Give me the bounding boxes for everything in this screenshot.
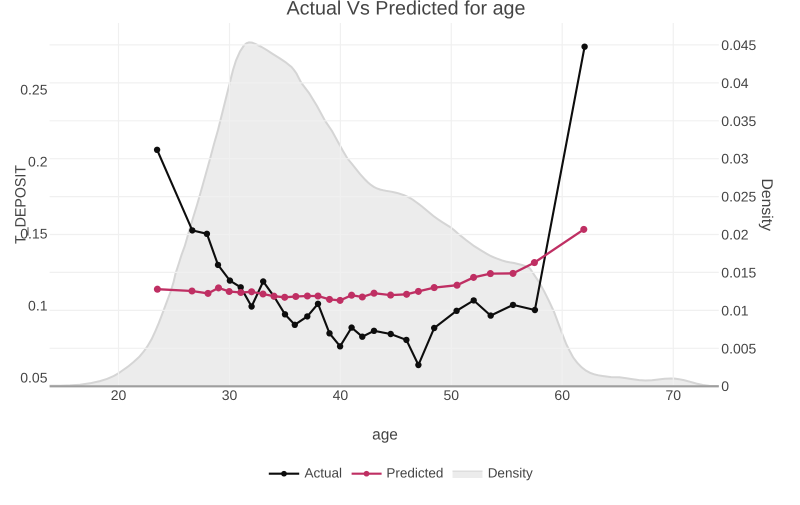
svg-text:0.01: 0.01 xyxy=(721,302,748,318)
svg-text:0.03: 0.03 xyxy=(721,151,748,167)
svg-text:Density: Density xyxy=(758,178,775,231)
svg-text:Actual Vs Predicted for age: Actual Vs Predicted for age xyxy=(287,0,526,19)
svg-text:0.25: 0.25 xyxy=(20,81,47,97)
svg-text:age: age xyxy=(372,427,398,444)
svg-text:0.015: 0.015 xyxy=(721,264,756,280)
svg-text:0.2: 0.2 xyxy=(28,153,48,169)
svg-text:0.04: 0.04 xyxy=(721,75,748,91)
svg-text:T_DEPOSIT: T_DEPOSIT xyxy=(13,165,30,244)
svg-text:0.025: 0.025 xyxy=(721,189,756,205)
svg-text:0.005: 0.005 xyxy=(721,340,756,356)
svg-text:Actual: Actual xyxy=(305,466,343,481)
svg-text:Density: Density xyxy=(488,466,533,481)
svg-text:Predicted: Predicted xyxy=(386,466,443,481)
svg-text:0.02: 0.02 xyxy=(721,227,748,243)
svg-text:0: 0 xyxy=(721,378,729,394)
svg-text:0.045: 0.045 xyxy=(721,37,756,53)
svg-text:0.05: 0.05 xyxy=(20,370,47,386)
svg-text:40: 40 xyxy=(333,387,349,403)
svg-text:60: 60 xyxy=(554,387,570,403)
svg-text:0.1: 0.1 xyxy=(28,298,48,314)
svg-text:0.15: 0.15 xyxy=(20,225,47,241)
svg-text:30: 30 xyxy=(222,387,238,403)
svg-text:20: 20 xyxy=(111,387,127,403)
svg-text:0.035: 0.035 xyxy=(721,113,756,129)
svg-text:50: 50 xyxy=(444,387,460,403)
svg-text:70: 70 xyxy=(666,387,682,403)
